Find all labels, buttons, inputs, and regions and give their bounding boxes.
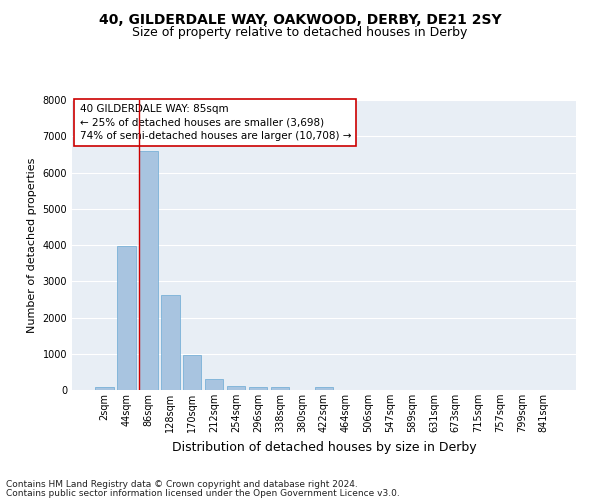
Text: 40 GILDERDALE WAY: 85sqm
← 25% of detached houses are smaller (3,698)
74% of sem: 40 GILDERDALE WAY: 85sqm ← 25% of detach… — [80, 104, 351, 141]
X-axis label: Distribution of detached houses by size in Derby: Distribution of detached houses by size … — [172, 440, 476, 454]
Bar — [95, 388, 113, 390]
Text: Contains public sector information licensed under the Open Government Licence v3: Contains public sector information licen… — [6, 488, 400, 498]
Bar — [314, 388, 334, 390]
Bar — [117, 246, 136, 390]
Bar — [183, 355, 202, 390]
Bar — [249, 386, 268, 390]
Bar — [161, 295, 179, 390]
Text: 40, GILDERDALE WAY, OAKWOOD, DERBY, DE21 2SY: 40, GILDERDALE WAY, OAKWOOD, DERBY, DE21… — [98, 12, 502, 26]
Text: Size of property relative to detached houses in Derby: Size of property relative to detached ho… — [133, 26, 467, 39]
Text: Contains HM Land Registry data © Crown copyright and database right 2024.: Contains HM Land Registry data © Crown c… — [6, 480, 358, 489]
Bar — [205, 379, 223, 390]
Bar — [139, 152, 158, 390]
Y-axis label: Number of detached properties: Number of detached properties — [27, 158, 37, 332]
Bar — [271, 388, 289, 390]
Bar — [227, 386, 245, 390]
